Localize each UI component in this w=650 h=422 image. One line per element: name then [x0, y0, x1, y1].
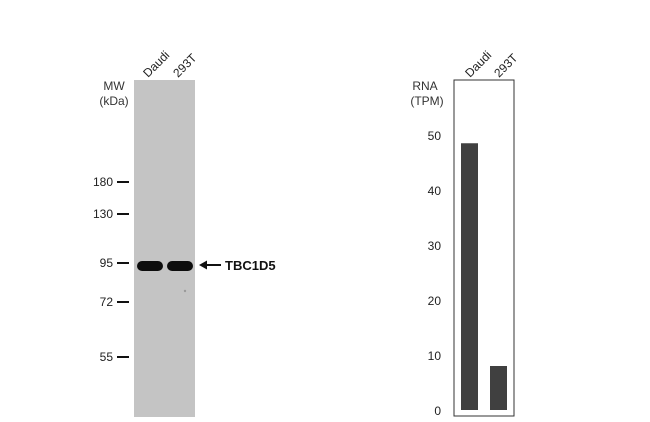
rna-ylabel-line2: (TPM): [410, 94, 443, 108]
rna-bars: [461, 143, 507, 410]
rna-ytick-label: 30: [428, 239, 442, 253]
rna-bar-293t: [490, 366, 507, 410]
target-arrow: [199, 260, 221, 270]
rna-category-label-293t: 293T: [491, 50, 521, 80]
western-blot-panel: MW (kDa) Daudi 293T 180 130 95 72 55: [93, 48, 276, 417]
rna-ytick-label: 10: [428, 349, 442, 363]
target-label: TBC1D5: [225, 258, 276, 273]
blot-membrane: [134, 80, 195, 417]
rna-ytick-label: 50: [428, 129, 442, 143]
mw-marker-180: 180: [93, 175, 129, 189]
mw-marker-label: 72: [100, 295, 114, 309]
target-arrow-head: [199, 260, 207, 270]
lane-label-daudi: Daudi: [140, 48, 172, 80]
band-daudi: [137, 261, 163, 271]
rna-ytick-label: 20: [428, 294, 442, 308]
mw-marker-label: 55: [100, 350, 114, 364]
mw-marker-55: 55: [100, 350, 129, 364]
rna-ylabel-line1: RNA: [412, 79, 437, 93]
mw-marker-72: 72: [100, 295, 129, 309]
mw-marker-label: 95: [100, 256, 114, 270]
rna-bar-panel: RNA (TPM) Daudi 293T 50 40 30 20 10 0: [410, 48, 521, 418]
rna-ytick-label: 40: [428, 184, 442, 198]
mw-marker-95: 95: [100, 256, 129, 270]
rna-ytick-label: 0: [434, 404, 441, 418]
rna-category-label-daudi: Daudi: [462, 48, 494, 80]
membrane-speck: [183, 289, 187, 293]
lane-label-293t: 293T: [170, 50, 200, 80]
mw-marker-label: 180: [93, 175, 113, 189]
rna-bar-daudi: [461, 143, 478, 410]
mw-marker-label: 130: [93, 207, 113, 221]
mw-unit-label: (kDa): [99, 94, 128, 108]
mw-marker-130: 130: [93, 207, 129, 221]
band-293t: [167, 261, 193, 271]
mw-label: MW: [103, 79, 125, 93]
